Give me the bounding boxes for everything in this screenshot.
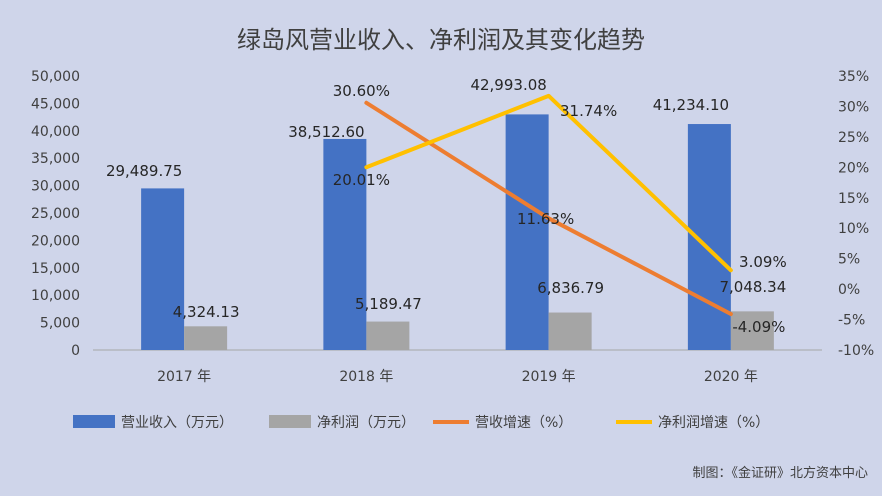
y-left-tick-label: 35,000 <box>31 151 80 167</box>
data-label: 7,048.34 <box>719 278 786 296</box>
data-labels: 29,489.75 38,512.60 42,993.08 41,234.10 4,32… <box>106 76 787 336</box>
bar <box>505 114 549 350</box>
legend-label: 净利润（万元） <box>317 415 415 431</box>
data-label: 38,512.60 <box>288 123 364 141</box>
y-left-tick-label: 25,000 <box>31 206 80 222</box>
data-label: 29,489.75 <box>106 162 182 180</box>
chart-title: 绿岛风营业收入、净利润及其变化趋势 <box>237 26 645 54</box>
data-label: 4,324.13 <box>173 303 240 321</box>
lines <box>364 93 733 317</box>
data-label: 11.63% <box>517 210 574 228</box>
y-left-tick-label: 50,000 <box>31 69 80 85</box>
bar <box>184 326 228 350</box>
data-label: 20.01% <box>333 171 390 189</box>
y-right-tick-label: 30% <box>838 99 869 115</box>
legend: 营业收入（万元） 净利润（万元） 营收增速（%） 净利润增速（%） <box>73 415 769 431</box>
x-tick-label: 2019 年 <box>522 369 576 385</box>
legend-swatch <box>269 415 311 428</box>
x-tick-label: 2020 年 <box>704 369 758 385</box>
bar <box>548 312 592 350</box>
y-right-tick-label: 0% <box>838 282 860 298</box>
y-right-tick-label: -10% <box>838 343 874 359</box>
legend-label: 营收增速（%） <box>475 415 572 431</box>
y-right-tick-label: 10% <box>838 221 869 237</box>
y-right-tick-label: 5% <box>838 252 860 268</box>
axes: 0 5,000 10,000 15,000 20,000 25,000 30,000 35,0… <box>31 69 874 385</box>
y-left-tick-label: 20,000 <box>31 233 80 249</box>
y-right-tick-label: -5% <box>838 313 865 329</box>
data-label: 6,836.79 <box>537 279 604 297</box>
y-left-tick-label: 30,000 <box>31 179 80 195</box>
legend-label: 营业收入（万元） <box>121 415 233 431</box>
data-label: 41,234.10 <box>653 96 729 114</box>
bars <box>141 114 774 350</box>
y-left-tick-label: 45,000 <box>31 96 80 112</box>
data-label: 31.74% <box>560 102 617 120</box>
series-line <box>364 100 733 317</box>
bar <box>730 311 774 350</box>
data-label: 5,189.47 <box>355 295 422 313</box>
data-label: 3.09% <box>739 253 787 271</box>
bar <box>366 321 410 350</box>
y-left-tick-label: 15,000 <box>31 261 80 277</box>
data-label: 30.60% <box>333 82 390 100</box>
data-label: -4.09% <box>732 318 785 336</box>
bar <box>141 188 185 350</box>
y-left-tick-label: 40,000 <box>31 124 80 140</box>
y-left-tick-label: 10,000 <box>31 288 80 304</box>
y-left-tick-label: 5,000 <box>40 316 80 332</box>
data-label: 42,993.08 <box>470 76 546 94</box>
x-tick-label: 2017 年 <box>157 369 211 385</box>
y-right-tick-label: 25% <box>838 130 869 146</box>
y-left-tick-label: 0 <box>71 343 80 359</box>
legend-swatch <box>73 415 115 428</box>
x-tick-label: 2018 年 <box>339 369 393 385</box>
legend-label: 净利润增速（%） <box>658 415 769 431</box>
y-right-tick-label: 20% <box>838 160 869 176</box>
bar <box>323 138 367 350</box>
y-right-tick-label: 15% <box>838 191 869 207</box>
chart-credit: 制图：《金证研》北方资本中心 <box>692 465 868 481</box>
y-right-tick-label: 35% <box>838 69 869 85</box>
series-line <box>364 93 733 273</box>
